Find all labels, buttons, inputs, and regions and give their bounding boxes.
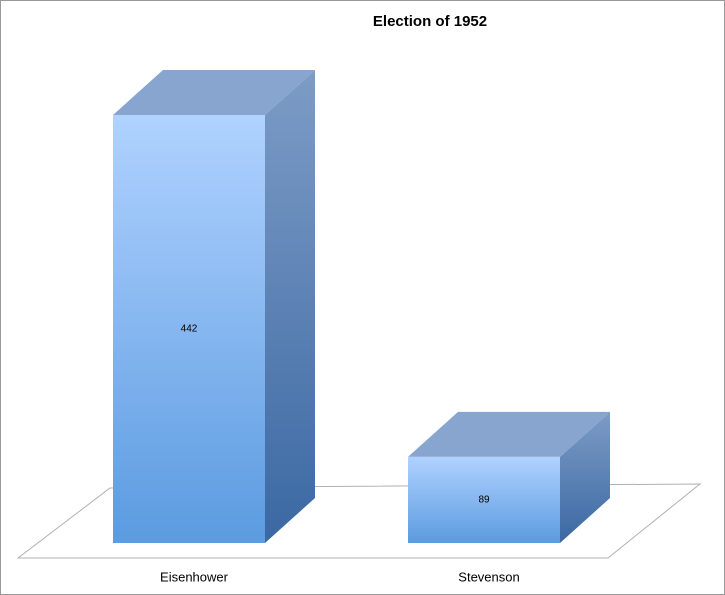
bar-side: [560, 411, 610, 543]
bar: [408, 456, 560, 543]
bar-side: [265, 70, 315, 543]
x-tick-label: Stevenson: [458, 569, 519, 584]
bar-top: [113, 70, 315, 115]
x-tick-label: Eisenhower: [160, 569, 229, 584]
bar: [113, 115, 265, 543]
value-label: 442: [181, 324, 198, 335]
value-label: 89: [478, 495, 490, 506]
chart-title: Election of 1952: [373, 13, 487, 30]
bar-top: [408, 411, 610, 457]
